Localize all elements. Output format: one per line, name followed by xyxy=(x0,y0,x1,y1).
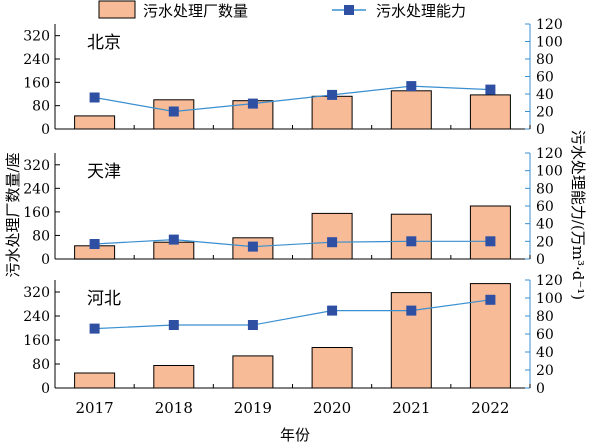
right-tick-label: 0 xyxy=(536,381,545,397)
right-tick-label: 120 xyxy=(536,17,563,33)
legend-line-label: 污水处理能力 xyxy=(376,2,466,20)
capacity-marker-2022 xyxy=(485,236,496,247)
right-tick-label: 100 xyxy=(536,35,563,51)
bar-2020 xyxy=(311,95,353,130)
x-tick-label: 2021 xyxy=(392,399,430,417)
capacity-marker-2017 xyxy=(89,92,100,103)
x-tick-label: 2019 xyxy=(234,399,272,417)
x-axis-title: 年份 xyxy=(280,426,310,444)
bar-2019 xyxy=(232,355,274,389)
right-tick-label: 20 xyxy=(536,105,554,121)
left-tick-label: 80 xyxy=(32,357,50,373)
right-tick-label: 20 xyxy=(536,234,554,250)
capacity-line xyxy=(94,85,491,113)
right-tick-label: 60 xyxy=(536,327,554,343)
capacity-marker-2018 xyxy=(168,320,179,330)
right-tick-label: 80 xyxy=(536,309,554,325)
bar-2022 xyxy=(469,205,511,260)
capacity-marker-2021 xyxy=(406,305,417,316)
left-tick-label: 320 xyxy=(23,158,50,174)
left-tick-label: 160 xyxy=(23,333,50,349)
right-tick-label: 80 xyxy=(536,52,554,68)
left-tick-label: 240 xyxy=(23,309,50,325)
right-tick-label: 40 xyxy=(536,217,554,233)
legend: 污水处理厂数量 污水处理能力 xyxy=(98,0,466,20)
left-tick-label: 0 xyxy=(41,252,50,268)
capacity-marker-2018 xyxy=(168,234,179,245)
right-tick-label: 40 xyxy=(536,87,554,103)
left-tick-label: 240 xyxy=(23,52,50,68)
capacity-marker-2017 xyxy=(89,239,100,249)
right-tick-label: 40 xyxy=(536,345,554,361)
bar-2022 xyxy=(469,94,511,130)
capacity-marker-2022 xyxy=(485,84,496,95)
left-tick-label: 80 xyxy=(32,228,50,244)
capacity-marker-2021 xyxy=(406,236,417,247)
right-tick-label: 0 xyxy=(536,252,545,268)
capacity-marker-2019 xyxy=(247,320,258,330)
right-tick-label: 20 xyxy=(536,363,554,379)
capacity-marker-2018 xyxy=(168,106,179,117)
left-tick-label: 240 xyxy=(23,181,50,197)
legend-bar-swatch xyxy=(98,0,136,19)
right-tick-label: 100 xyxy=(536,164,563,180)
bar-2020 xyxy=(311,212,353,260)
left-tick-label: 320 xyxy=(23,29,50,45)
right-tick-label: 0 xyxy=(536,122,545,138)
right-tick-label: 100 xyxy=(536,291,563,307)
capacity-marker-2021 xyxy=(406,81,417,92)
panels: 080160240320020406080100120北京08016024032… xyxy=(23,17,562,397)
bar-2018 xyxy=(153,241,195,260)
y-axis-title-left: 污水处理厂数量/座 xyxy=(4,152,22,277)
right-tick-label: 120 xyxy=(536,146,563,162)
x-tick-label: 2020 xyxy=(313,399,351,417)
capacity-marker-2020 xyxy=(327,305,338,316)
region-label: 北京 xyxy=(87,33,121,53)
region-label: 河北 xyxy=(87,289,121,309)
capacity-marker-2019 xyxy=(247,98,258,109)
capacity-marker-2020 xyxy=(327,237,338,248)
left-tick-label: 160 xyxy=(23,205,50,221)
bar-2017 xyxy=(74,115,116,130)
legend-line-marker xyxy=(344,5,354,15)
region-label: 天津 xyxy=(87,162,121,182)
right-tick-label: 60 xyxy=(536,199,554,215)
panel-3: 0 80 160 240 320 0 20 40 60 80 100 120 河北 xyxy=(23,273,562,397)
capacity-marker-2020 xyxy=(327,89,338,100)
right-tick-label: 80 xyxy=(536,181,554,197)
y-axis-title-right: 污水处理能力/(万m³·d⁻¹) xyxy=(569,130,587,300)
capacity-marker-2017 xyxy=(89,323,100,334)
left-tick-label: 160 xyxy=(23,75,50,91)
legend-bar-label: 污水处理厂数量 xyxy=(143,2,248,20)
bar-2018 xyxy=(153,365,195,389)
left-tick-label: 0 xyxy=(41,122,50,138)
x-tick-label: 2022 xyxy=(471,399,509,417)
right-tick-label: 60 xyxy=(536,70,554,86)
bar-2017 xyxy=(74,372,116,389)
left-tick-label: 80 xyxy=(32,99,50,115)
right-tick-label: 120 xyxy=(536,273,563,289)
x-tick-label: 2018 xyxy=(155,399,193,417)
capacity-marker-2022 xyxy=(485,294,496,305)
x-tick-label: 2017 xyxy=(76,399,114,417)
capacity-marker-2019 xyxy=(247,241,258,252)
capacity-line xyxy=(94,299,491,330)
left-tick-label: 0 xyxy=(41,381,50,397)
bar-2021 xyxy=(390,90,432,130)
capacity-line xyxy=(94,238,491,248)
left-tick-label: 320 xyxy=(23,285,50,301)
x-axis-tick-labels: 2017 2018 2019 2020 2021 2022 xyxy=(76,399,510,417)
bar-2020 xyxy=(311,347,353,389)
